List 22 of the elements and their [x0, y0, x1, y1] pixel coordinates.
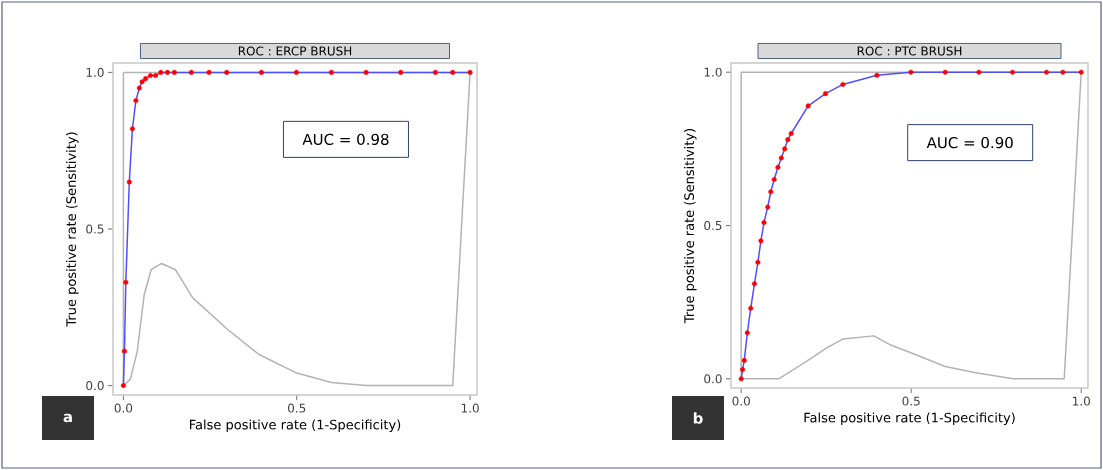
- x-axis-title: False positive rate (1-Specificity): [804, 412, 1015, 426]
- chart-title: ROC : PTC BRUSH: [857, 46, 962, 56]
- x-tick-label: 0.0: [732, 396, 750, 406]
- y-tick-label: 0.0: [704, 374, 722, 384]
- y-axis-title: True positive rate (Sensitivity): [683, 128, 697, 324]
- text: a: [63, 413, 72, 423]
- chart-title: ROC : ERCP BRUSH: [238, 46, 352, 56]
- y-tick-label: 1.0: [704, 67, 722, 77]
- x-tick-label: 1.0: [461, 403, 479, 413]
- x-tick-label: 0.0: [114, 403, 133, 413]
- y-tick-label: 1.0: [86, 67, 104, 77]
- x-axis-title: False positive rate (1-Specificity): [190, 419, 401, 433]
- x-tick-label: 1.0: [1072, 396, 1090, 406]
- y-tick-label: 0.5: [704, 220, 722, 231]
- x-tick-label: 0.5: [902, 396, 920, 406]
- y-tick-label: 0.0: [86, 381, 104, 391]
- text: b: [693, 412, 703, 424]
- y-tick-label: 0.5: [86, 224, 104, 234]
- annotation: AUC = 0.90: [926, 136, 1013, 149]
- annotation: AUC = 0.98: [302, 133, 389, 146]
- y-axis-title: True positive rate (Sensitivity): [65, 132, 79, 327]
- x-tick-label: 0.5: [287, 403, 306, 413]
